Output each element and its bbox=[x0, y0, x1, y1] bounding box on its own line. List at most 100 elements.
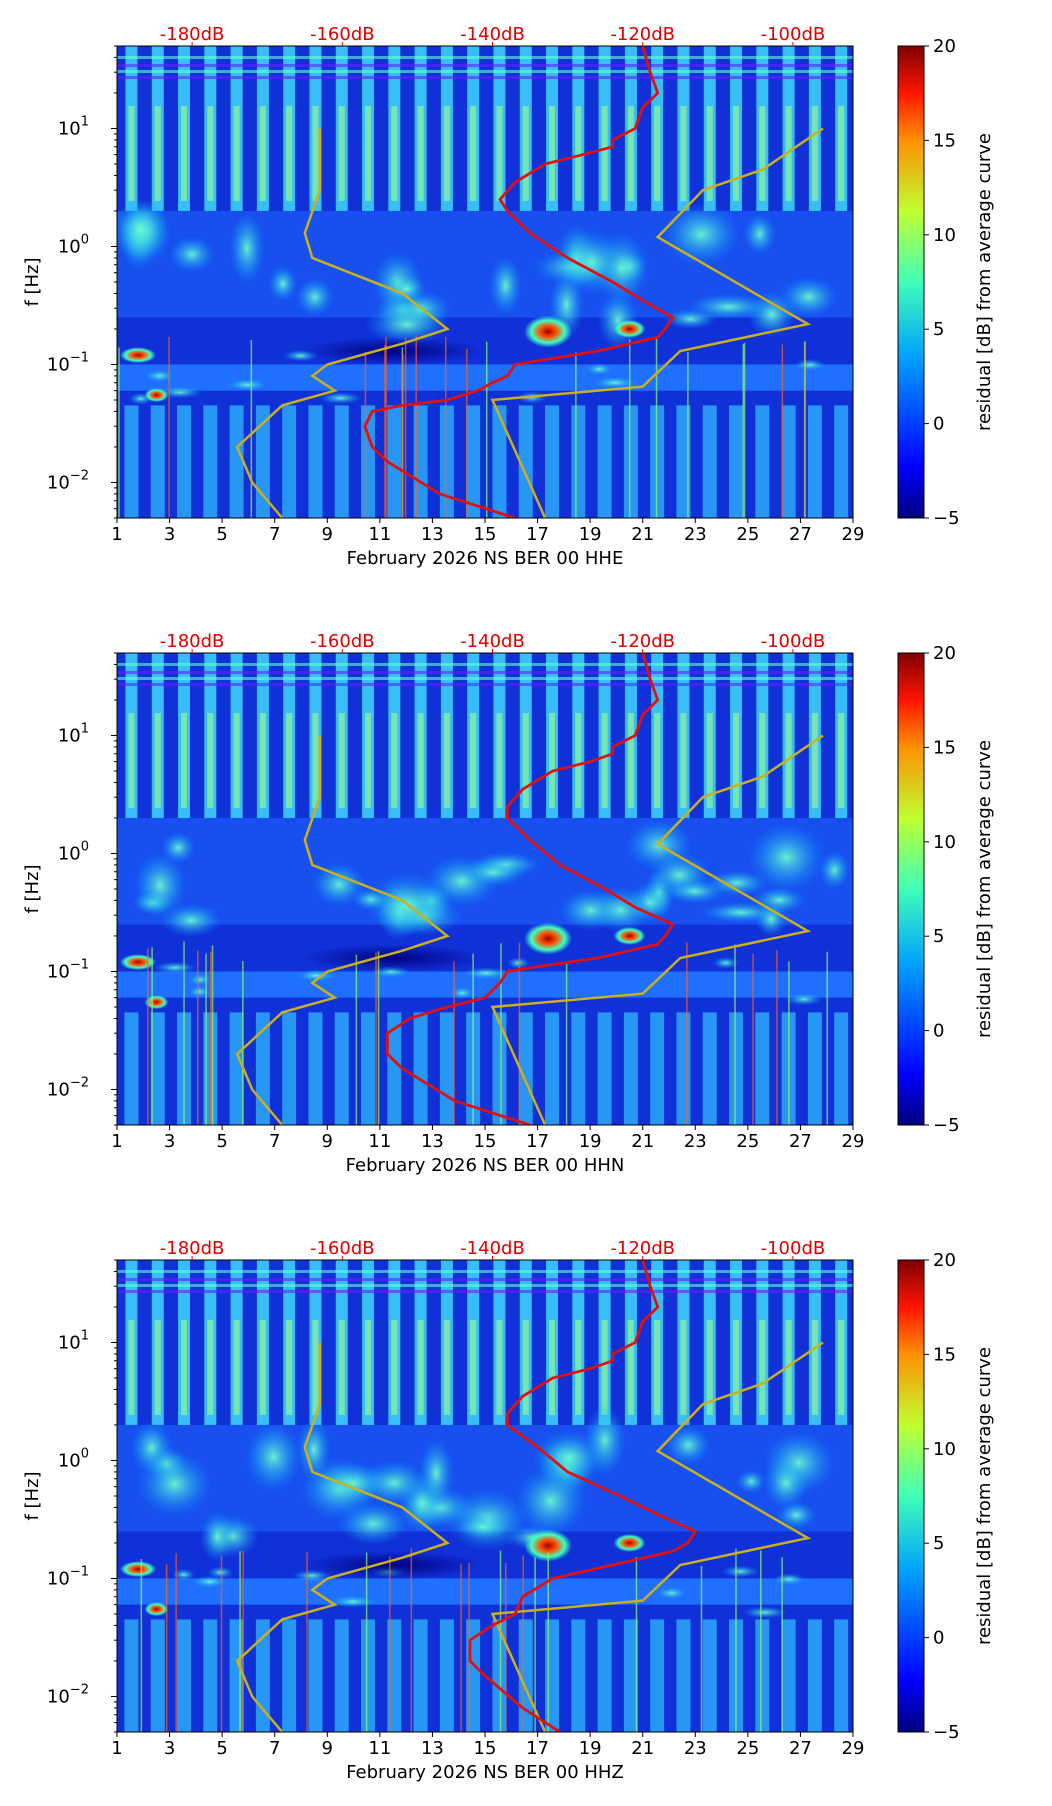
energy-blob-secondary bbox=[657, 1587, 687, 1600]
hf-streak-3 bbox=[117, 683, 853, 686]
transient-spike bbox=[239, 1551, 241, 1732]
x-tick-label: 23 bbox=[684, 524, 707, 545]
storm-peak-1 bbox=[524, 922, 573, 955]
stripe-core-day-24 bbox=[733, 713, 740, 808]
x-tick-label: 29 bbox=[842, 524, 865, 545]
x-tick-label: 15 bbox=[474, 1131, 497, 1152]
y-tick-exponent: −2 bbox=[70, 468, 89, 483]
stripe-core-day-20 bbox=[627, 713, 634, 808]
transient-spike bbox=[220, 1555, 223, 1732]
y-tick-label: 10−2 bbox=[47, 1075, 89, 1100]
y-tick-exponent: 1 bbox=[81, 114, 89, 129]
energy-blob-secondary bbox=[712, 956, 740, 969]
stripe-core-day-27 bbox=[811, 713, 818, 808]
transient-spike bbox=[826, 951, 828, 1125]
stripe-low-day-3 bbox=[177, 1619, 192, 1732]
colorbar-tick-label: 0 bbox=[933, 1021, 944, 1042]
x-tick-label: 9 bbox=[322, 1738, 333, 1759]
x-tick-label: 19 bbox=[579, 1738, 602, 1759]
transient-spike bbox=[402, 354, 404, 518]
transient-spike bbox=[781, 344, 784, 518]
x-tick-label: 15 bbox=[474, 1738, 497, 1759]
transient-spike bbox=[151, 947, 153, 1125]
y-tick-exponent: −1 bbox=[70, 1564, 89, 1579]
stripe-core-day-12 bbox=[417, 106, 424, 201]
stripe-core-day-15 bbox=[496, 713, 503, 808]
x-axis: 1 3 5 7 9 11 13 15 17 19 21 23 25 27 29 bbox=[111, 518, 864, 545]
energy-blob-secondary bbox=[794, 358, 826, 371]
energy-blob-secondary bbox=[742, 1606, 788, 1619]
energy-blob bbox=[663, 309, 717, 330]
x-tick-label: 27 bbox=[789, 1131, 812, 1152]
stripe-low-day-2 bbox=[150, 1619, 165, 1732]
hf-streak-3 bbox=[117, 1290, 853, 1293]
colorbar: −5 0 5 10 15 20 residual [dB] from average cur… bbox=[897, 1250, 995, 1743]
energy-blob-secondary bbox=[462, 967, 510, 980]
stripe-low-day-15 bbox=[492, 405, 507, 518]
stripe-low-day-13 bbox=[439, 1012, 454, 1125]
energy-blob-secondary bbox=[721, 1565, 760, 1578]
median-psd-curve bbox=[385, 653, 675, 1125]
transient-spike bbox=[518, 942, 521, 1125]
x-tick-label: 13 bbox=[421, 524, 444, 545]
stripe-low-day-1 bbox=[124, 1619, 139, 1732]
storm-peak-2 bbox=[613, 319, 646, 338]
stripe-core-day-10 bbox=[365, 1320, 372, 1415]
colorbar-tick-label: 5 bbox=[933, 319, 944, 340]
transient-spike bbox=[460, 1563, 462, 1732]
stripe-core-day-6 bbox=[259, 1320, 266, 1415]
colorbar-tick-label: 15 bbox=[933, 1344, 956, 1365]
stripe-core-day-8 bbox=[312, 106, 319, 201]
stripe-core-day-6 bbox=[259, 106, 266, 201]
hf-streak-0 bbox=[117, 663, 853, 666]
y-tick-exponent: 1 bbox=[81, 721, 89, 736]
hf-streak-0 bbox=[117, 56, 853, 59]
y-tick-label: 10−1 bbox=[47, 1564, 89, 1589]
energy-blob bbox=[776, 1501, 816, 1529]
stripe-low-day-20 bbox=[623, 1619, 638, 1732]
stripe-low-day-21 bbox=[650, 1619, 665, 1732]
stripe-low-day-11 bbox=[387, 1619, 402, 1732]
stripe-core-day-28 bbox=[838, 1320, 845, 1415]
spectrogram-daily-stripes bbox=[124, 46, 849, 518]
y-axis-label: f [Hz] bbox=[22, 864, 43, 913]
transient-spike bbox=[377, 951, 380, 1125]
energy-blob bbox=[312, 863, 366, 907]
transient-spike bbox=[485, 341, 488, 518]
stripe-core-day-3 bbox=[181, 1320, 188, 1415]
stripe-low-day-26 bbox=[781, 1619, 796, 1732]
energy-blob-secondary bbox=[144, 369, 175, 382]
spectrogram-daily-stripes bbox=[124, 653, 849, 1125]
stripe-low-day-7 bbox=[282, 1012, 297, 1125]
stripe-low-day-25 bbox=[755, 1619, 770, 1732]
hf-streak-2 bbox=[117, 677, 853, 680]
top-tick-label: -120dB bbox=[610, 631, 675, 652]
stripe-core-day-27 bbox=[811, 106, 818, 201]
transient-spike bbox=[743, 342, 746, 518]
stripe-core-day-9 bbox=[338, 1320, 345, 1415]
stripe-low-day-10 bbox=[361, 405, 376, 518]
storm-peak-3 bbox=[120, 1561, 157, 1578]
spectrogram-energy-blobs bbox=[120, 819, 850, 1010]
top-tick-label: -100dB bbox=[761, 631, 826, 652]
energy-blob-secondary bbox=[592, 376, 638, 389]
top-tick-label: -160dB bbox=[310, 1238, 375, 1259]
colorbar: −5 0 5 10 15 20 residual [dB] from average cur… bbox=[897, 643, 995, 1136]
transient-spike bbox=[522, 1555, 524, 1732]
x-tick-label: 1 bbox=[111, 1131, 122, 1152]
energy-blob bbox=[361, 1460, 428, 1506]
x-tick-label: 5 bbox=[216, 1738, 227, 1759]
stripe-core-day-26 bbox=[785, 1320, 792, 1415]
y-tick-label: 10−1 bbox=[47, 350, 89, 375]
stripe-core-day-2 bbox=[154, 713, 161, 808]
x-tick-label: 11 bbox=[368, 1131, 391, 1152]
transient-spike bbox=[735, 1548, 737, 1732]
stripe-core-day-7 bbox=[286, 1320, 293, 1415]
transient-spike bbox=[197, 950, 199, 1125]
noise-model-low bbox=[235, 128, 451, 518]
transient-spike bbox=[700, 1565, 703, 1732]
transient-spike bbox=[734, 944, 736, 1125]
stripe-core-day-25 bbox=[759, 106, 766, 201]
stripe-low-day-17 bbox=[545, 1619, 560, 1732]
stripe-low-day-26 bbox=[781, 405, 796, 518]
